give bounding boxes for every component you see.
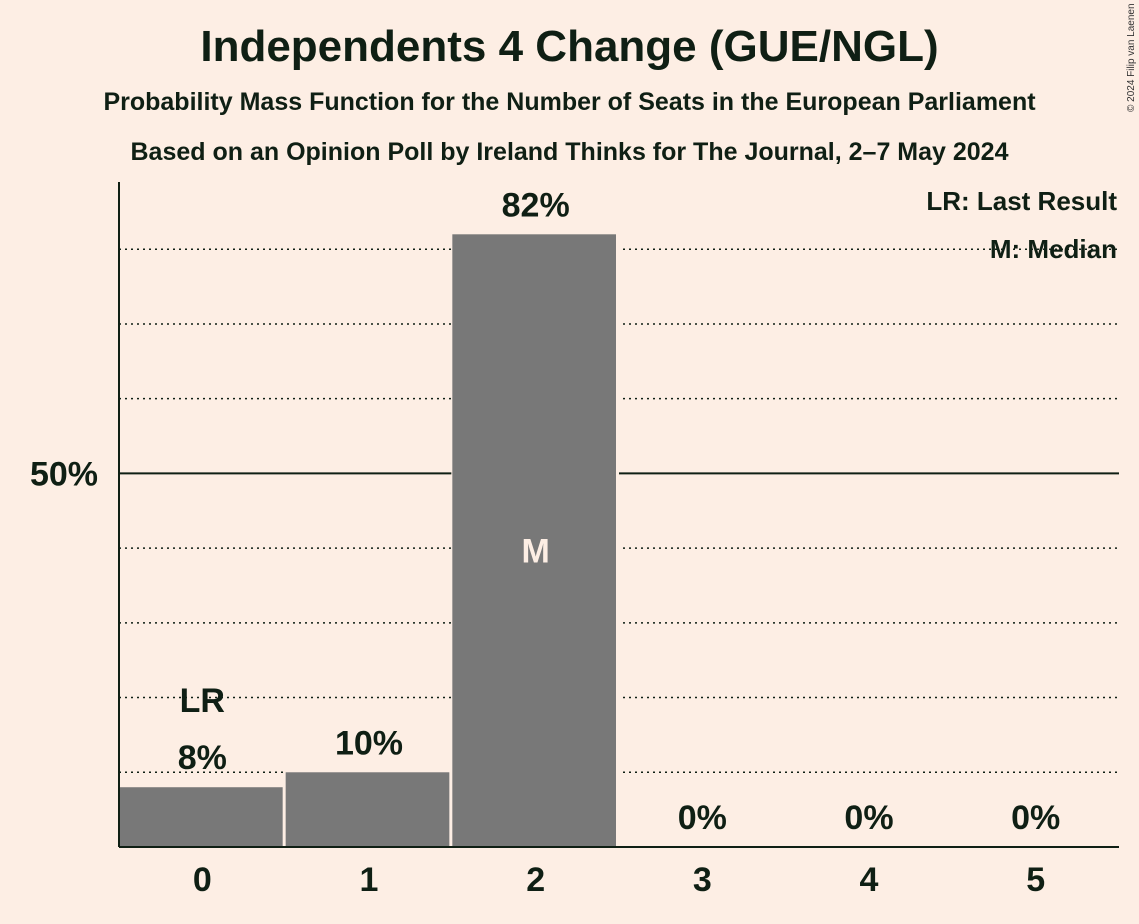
legend-last-result: LR: Last Result [926, 186, 1117, 216]
chart-title: Independents 4 Change (GUE/NGL) [200, 22, 939, 71]
y-tick-label: 50% [30, 455, 98, 493]
x-tick-label: 2 [526, 861, 545, 899]
data-label: 0% [844, 799, 893, 837]
data-label: 0% [1011, 799, 1060, 837]
x-tick-label: 0 [193, 861, 212, 899]
data-label: 0% [678, 799, 727, 837]
median-marker: M [522, 533, 550, 571]
data-label: 10% [335, 724, 403, 762]
bar-2 [452, 234, 616, 848]
bar-1 [285, 772, 450, 847]
data-label: 82% [502, 186, 570, 224]
bar-0 [119, 787, 283, 847]
x-tick-label: 1 [360, 861, 379, 899]
last-result-marker: LR [180, 682, 225, 720]
x-tick-label: 4 [860, 861, 879, 899]
chart-source-subtitle: Based on an Opinion Poll by Ireland Thin… [130, 138, 1009, 166]
x-tick-label: 5 [1026, 861, 1045, 899]
data-label: 8% [178, 739, 227, 777]
legend-median: M: Median [990, 234, 1117, 264]
chart-subtitle: Probability Mass Function for the Number… [103, 88, 1036, 116]
x-tick-label: 3 [693, 861, 712, 899]
